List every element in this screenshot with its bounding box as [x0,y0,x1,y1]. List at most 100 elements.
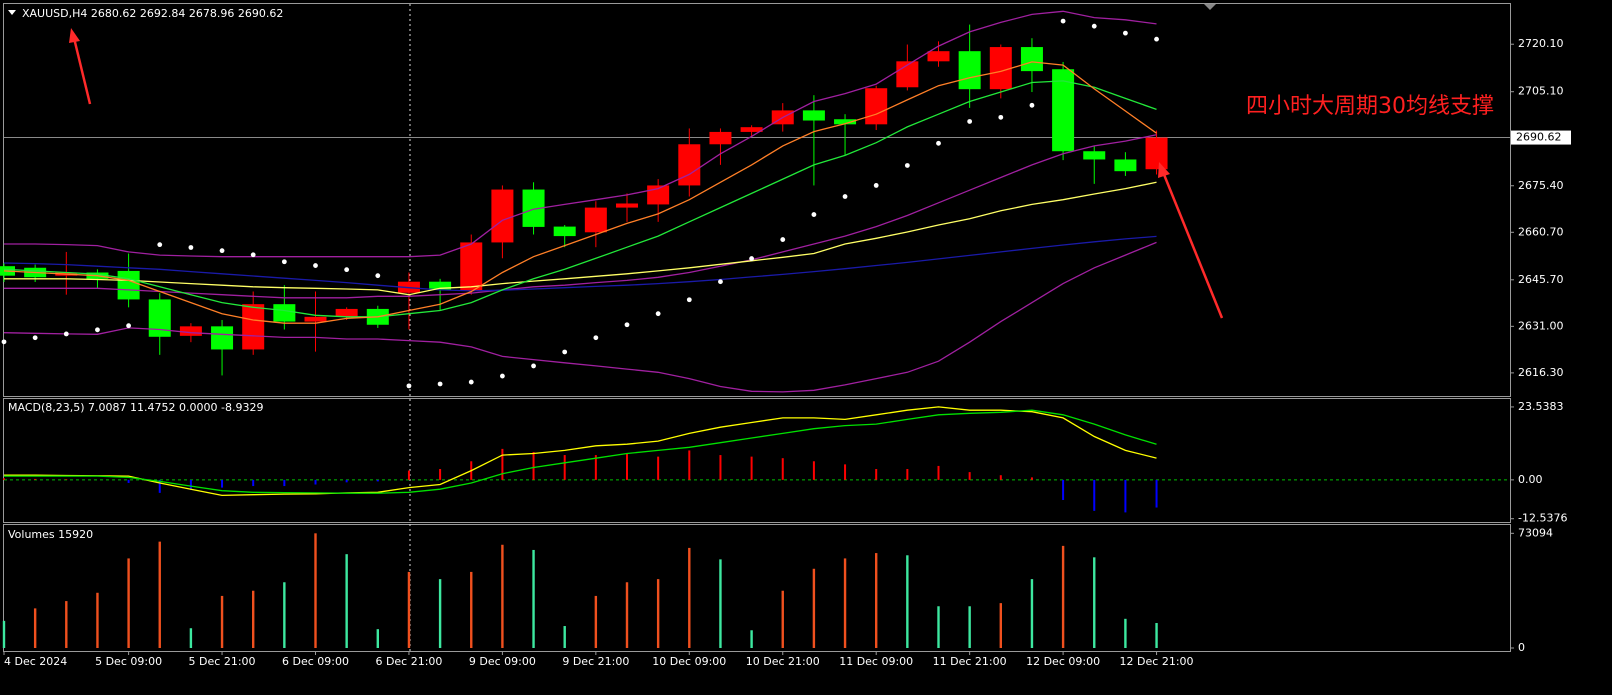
candle-body [834,119,857,125]
macd-bar [283,479,286,487]
volume-bar [96,592,99,648]
volume-bar [843,558,847,648]
volume-frame [3,524,1511,652]
macd-bar [906,469,909,480]
sar-dot [250,252,256,258]
volume-bar [812,568,816,648]
sar-dot [998,114,1004,120]
sar-dot [219,248,225,254]
macd-bar [999,475,1002,480]
macd-bar [127,479,130,483]
volume-bar [252,590,255,648]
x-tick-label: 10 Dec 21:00 [746,655,820,668]
candle-body [460,242,483,291]
x-tick-label: 10 Dec 09:00 [652,655,726,668]
candle-body [584,207,607,233]
volume-bar [937,606,940,648]
macd-bar [626,453,628,480]
volume-bar [1030,579,1034,648]
indicator-line [3,241,1157,393]
candle-body [989,47,1012,90]
volume-bar [470,571,473,648]
volume-bar [968,606,971,648]
volume-bar [33,608,37,648]
indicator-line [3,61,1157,324]
macd-bar [407,470,410,480]
sar-dot [1029,102,1035,108]
macd-bar [594,455,597,480]
volume-bar [345,554,348,648]
sar-dot [313,263,318,268]
sar-dot [95,327,100,333]
volume-bar [220,595,224,648]
candle-body [179,326,202,336]
indicator-line [4,134,1157,299]
y-tick-label: 2616.30 [1518,366,1564,379]
macd-bar [657,456,660,480]
indicator-line [3,80,1157,318]
candle-body [553,226,576,237]
sar-dot [1060,18,1066,24]
macd-bar [158,479,161,493]
volume-bar [688,547,691,648]
volume-bar [1124,618,1127,648]
sar-dot [188,245,194,250]
volume-bar [407,571,411,648]
macd-bar [221,479,224,488]
volume-bar [1155,623,1158,648]
sar-dot [1091,23,1097,29]
sar-dot [500,373,505,379]
x-tick-label: 11 Dec 21:00 [933,655,1007,668]
candle-body [927,51,950,62]
macd-bar [1030,477,1033,480]
macd-frame [3,398,1511,523]
x-tick-label: 9 Dec 21:00 [562,655,629,668]
sar-dot [281,259,287,265]
x-tick-label: 12 Dec 21:00 [1120,655,1194,668]
macd-bar [812,461,815,480]
y-tick-label: -12.5376 [1518,512,1567,525]
last-price-label: 2690.62 [1516,131,1562,144]
candle-body [117,270,140,300]
sar-dot [749,256,754,261]
macd-bar [781,458,784,480]
macd-bar [1062,479,1065,501]
volume-bar [1093,557,1096,648]
macd-bar [345,479,348,483]
macd-bar [875,469,878,480]
macd-bar [252,479,255,487]
main-frame [3,3,1511,397]
volume-bar [283,582,286,648]
arrow [1158,162,1224,319]
candle-body [1083,151,1106,160]
sar-dot [1,339,7,345]
sar-dot [842,194,848,199]
macd-bar [968,472,971,480]
volume-title: Volumes 15920 [8,528,93,541]
candle-body [802,110,825,121]
macd-bar [750,456,753,480]
volume-bar [158,541,161,648]
candle-body [678,144,701,186]
arrow-shaft [1161,171,1224,319]
candle-body [242,304,265,350]
macd-bar [563,455,566,480]
indicator-line [4,10,1157,258]
macd-bar [719,455,722,480]
macd-bar [688,450,691,480]
y-tick-label: 2631.00 [1518,319,1564,332]
volume-bar [189,628,193,648]
sar-dot [655,311,661,317]
volume-bar [376,629,379,648]
candle-body [958,51,981,90]
candle-body [429,281,452,290]
macd-bar [376,479,379,482]
y-tick-label: 73094 [1518,526,1553,539]
sar-dot [593,335,599,341]
volume-bar [314,533,317,648]
candle-body [616,203,638,208]
macd-bar [314,479,317,485]
candle-body [335,308,358,317]
volume-bar [875,553,878,648]
volume-bar [501,544,504,648]
